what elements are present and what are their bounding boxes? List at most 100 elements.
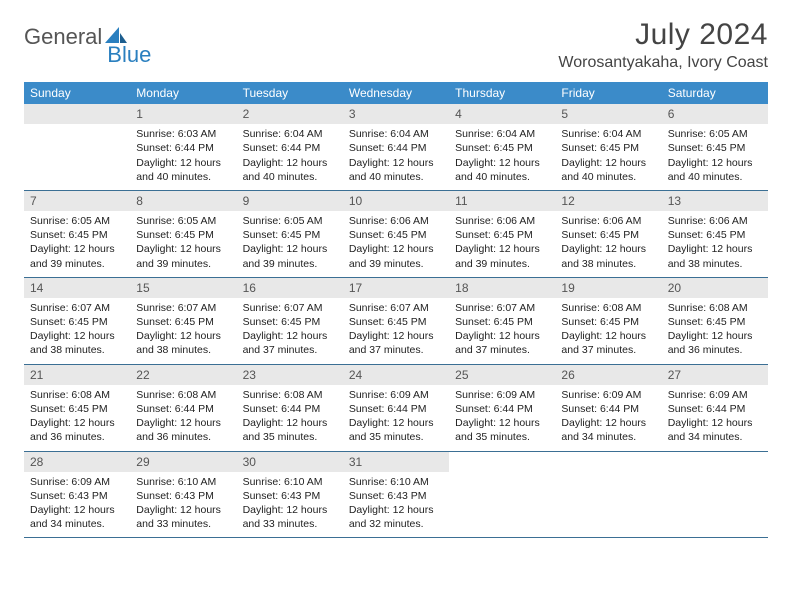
sunrise-text: Sunrise: 6:06 AM xyxy=(668,214,762,228)
daylight-text-1: Daylight: 12 hours xyxy=(349,156,443,170)
day-number: 14 xyxy=(24,278,130,298)
day-number: 13 xyxy=(662,191,768,211)
day-number: 9 xyxy=(237,191,343,211)
weekday-header-row: Sunday Monday Tuesday Wednesday Thursday… xyxy=(24,82,768,104)
sunrise-text: Sunrise: 6:10 AM xyxy=(136,475,230,489)
day-cell: 19Sunrise: 6:08 AMSunset: 6:45 PMDayligh… xyxy=(555,278,661,364)
title-block: July 2024 Worosantyakaha, Ivory Coast xyxy=(558,18,768,72)
daylight-text-1: Daylight: 12 hours xyxy=(136,156,230,170)
weekday-header: Monday xyxy=(130,82,236,104)
sunset-text: Sunset: 6:44 PM xyxy=(136,141,230,155)
day-cell: 20Sunrise: 6:08 AMSunset: 6:45 PMDayligh… xyxy=(662,278,768,364)
brand-text-blue: Blue xyxy=(107,42,151,68)
weekday-header: Tuesday xyxy=(237,82,343,104)
sunrise-text: Sunrise: 6:05 AM xyxy=(136,214,230,228)
day-cell: 1Sunrise: 6:03 AMSunset: 6:44 PMDaylight… xyxy=(130,104,236,190)
daylight-text-2: and 35 minutes. xyxy=(349,430,443,444)
day-number: 4 xyxy=(449,104,555,124)
day-cell: 4 Sunrise: 6:04 AMSunset: 6:45 PMDaylight… xyxy=(449,104,555,190)
sunset-text: Sunset: 6:44 PM xyxy=(561,402,655,416)
daylight-text-1: Daylight: 12 hours xyxy=(30,242,124,256)
day-cell: 16Sunrise: 6:07 AMSunset: 6:45 PMDayligh… xyxy=(237,278,343,364)
daylight-text-2: and 34 minutes. xyxy=(30,517,124,531)
daylight-text-1: Daylight: 12 hours xyxy=(349,503,443,517)
daylight-text-2: and 39 minutes. xyxy=(243,257,337,271)
daylight-text-2: and 38 minutes. xyxy=(561,257,655,271)
daylight-text-1: Daylight: 12 hours xyxy=(349,329,443,343)
daylight-text-2: and 36 minutes. xyxy=(136,430,230,444)
sunset-text: Sunset: 6:45 PM xyxy=(668,141,762,155)
sunrise-text: Sunrise: 6:08 AM xyxy=(668,301,762,315)
sunset-text: Sunset: 6:45 PM xyxy=(668,315,762,329)
sunrise-text: Sunrise: 6:04 AM xyxy=(455,127,549,141)
daylight-text-2: and 39 minutes. xyxy=(136,257,230,271)
sunrise-text: Sunrise: 6:06 AM xyxy=(561,214,655,228)
day-cell: 21Sunrise: 6:08 AMSunset: 6:45 PMDayligh… xyxy=(24,365,130,451)
week-row: 7Sunrise: 6:05 AMSunset: 6:45 PMDaylight… xyxy=(24,191,768,278)
day-cell: 6Sunrise: 6:05 AMSunset: 6:45 PMDaylight… xyxy=(662,104,768,190)
day-number: 10 xyxy=(343,191,449,211)
day-cell: 29Sunrise: 6:10 AMSunset: 6:43 PMDayligh… xyxy=(130,452,236,538)
sunset-text: Sunset: 6:44 PM xyxy=(668,402,762,416)
empty-day-bar xyxy=(24,104,130,124)
daylight-text-2: and 32 minutes. xyxy=(349,517,443,531)
sunset-text: Sunset: 6:43 PM xyxy=(136,489,230,503)
day-cell: 12Sunrise: 6:06 AMSunset: 6:45 PMDayligh… xyxy=(555,191,661,277)
sunset-text: Sunset: 6:43 PM xyxy=(243,489,337,503)
sunset-text: Sunset: 6:45 PM xyxy=(561,315,655,329)
daylight-text-1: Daylight: 12 hours xyxy=(668,156,762,170)
day-cell: 5Sunrise: 6:04 AMSunset: 6:45 PMDaylight… xyxy=(555,104,661,190)
header: General Blue July 2024 Worosantyakaha, I… xyxy=(24,18,768,72)
day-number: 19 xyxy=(555,278,661,298)
daylight-text-2: and 40 minutes. xyxy=(243,170,337,184)
sunset-text: Sunset: 6:45 PM xyxy=(349,315,443,329)
sunrise-text: Sunrise: 6:08 AM xyxy=(561,301,655,315)
sunset-text: Sunset: 6:43 PM xyxy=(349,489,443,503)
day-number: 8 xyxy=(130,191,236,211)
daylight-text-2: and 40 minutes. xyxy=(455,170,549,184)
sunrise-text: Sunrise: 6:08 AM xyxy=(30,388,124,402)
sunrise-text: Sunrise: 6:04 AM xyxy=(561,127,655,141)
daylight-text-2: and 34 minutes. xyxy=(561,430,655,444)
sunset-text: Sunset: 6:45 PM xyxy=(243,228,337,242)
daylight-text-1: Daylight: 12 hours xyxy=(136,329,230,343)
sunrise-text: Sunrise: 6:07 AM xyxy=(243,301,337,315)
sunrise-text: Sunrise: 6:09 AM xyxy=(668,388,762,402)
sunset-text: Sunset: 6:45 PM xyxy=(136,228,230,242)
sunrise-text: Sunrise: 6:09 AM xyxy=(561,388,655,402)
day-cell: 15Sunrise: 6:07 AMSunset: 6:45 PMDayligh… xyxy=(130,278,236,364)
sunrise-text: Sunrise: 6:05 AM xyxy=(30,214,124,228)
daylight-text-1: Daylight: 12 hours xyxy=(349,416,443,430)
daylight-text-2: and 40 minutes. xyxy=(561,170,655,184)
sunset-text: Sunset: 6:45 PM xyxy=(30,315,124,329)
day-cell: 8 Sunrise: 6:05 AMSunset: 6:45 PMDaylight… xyxy=(130,191,236,277)
sunset-text: Sunset: 6:45 PM xyxy=(455,141,549,155)
day-number: 1 xyxy=(130,104,236,124)
sunset-text: Sunset: 6:44 PM xyxy=(136,402,230,416)
daylight-text-1: Daylight: 12 hours xyxy=(243,329,337,343)
sunrise-text: Sunrise: 6:06 AM xyxy=(455,214,549,228)
sunrise-text: Sunrise: 6:08 AM xyxy=(136,388,230,402)
sunset-text: Sunset: 6:45 PM xyxy=(349,228,443,242)
day-cell xyxy=(662,452,768,538)
daylight-text-2: and 40 minutes. xyxy=(668,170,762,184)
day-cell: 10Sunrise: 6:06 AMSunset: 6:45 PMDayligh… xyxy=(343,191,449,277)
weekday-header: Friday xyxy=(555,82,661,104)
daylight-text-2: and 35 minutes. xyxy=(455,430,549,444)
day-cell: 26Sunrise: 6:09 AMSunset: 6:44 PMDayligh… xyxy=(555,365,661,451)
day-cell: 28Sunrise: 6:09 AMSunset: 6:43 PMDayligh… xyxy=(24,452,130,538)
daylight-text-1: Daylight: 12 hours xyxy=(136,242,230,256)
weekday-header: Sunday xyxy=(24,82,130,104)
daylight-text-1: Daylight: 12 hours xyxy=(561,416,655,430)
week-row: 14Sunrise: 6:07 AMSunset: 6:45 PMDayligh… xyxy=(24,278,768,365)
daylight-text-1: Daylight: 12 hours xyxy=(349,242,443,256)
daylight-text-1: Daylight: 12 hours xyxy=(455,156,549,170)
sunrise-text: Sunrise: 6:09 AM xyxy=(30,475,124,489)
sunset-text: Sunset: 6:45 PM xyxy=(561,141,655,155)
daylight-text-2: and 39 minutes. xyxy=(455,257,549,271)
daylight-text-1: Daylight: 12 hours xyxy=(243,416,337,430)
sunrise-text: Sunrise: 6:04 AM xyxy=(243,127,337,141)
daylight-text-2: and 38 minutes. xyxy=(136,343,230,357)
daylight-text-1: Daylight: 12 hours xyxy=(243,242,337,256)
day-number: 23 xyxy=(237,365,343,385)
